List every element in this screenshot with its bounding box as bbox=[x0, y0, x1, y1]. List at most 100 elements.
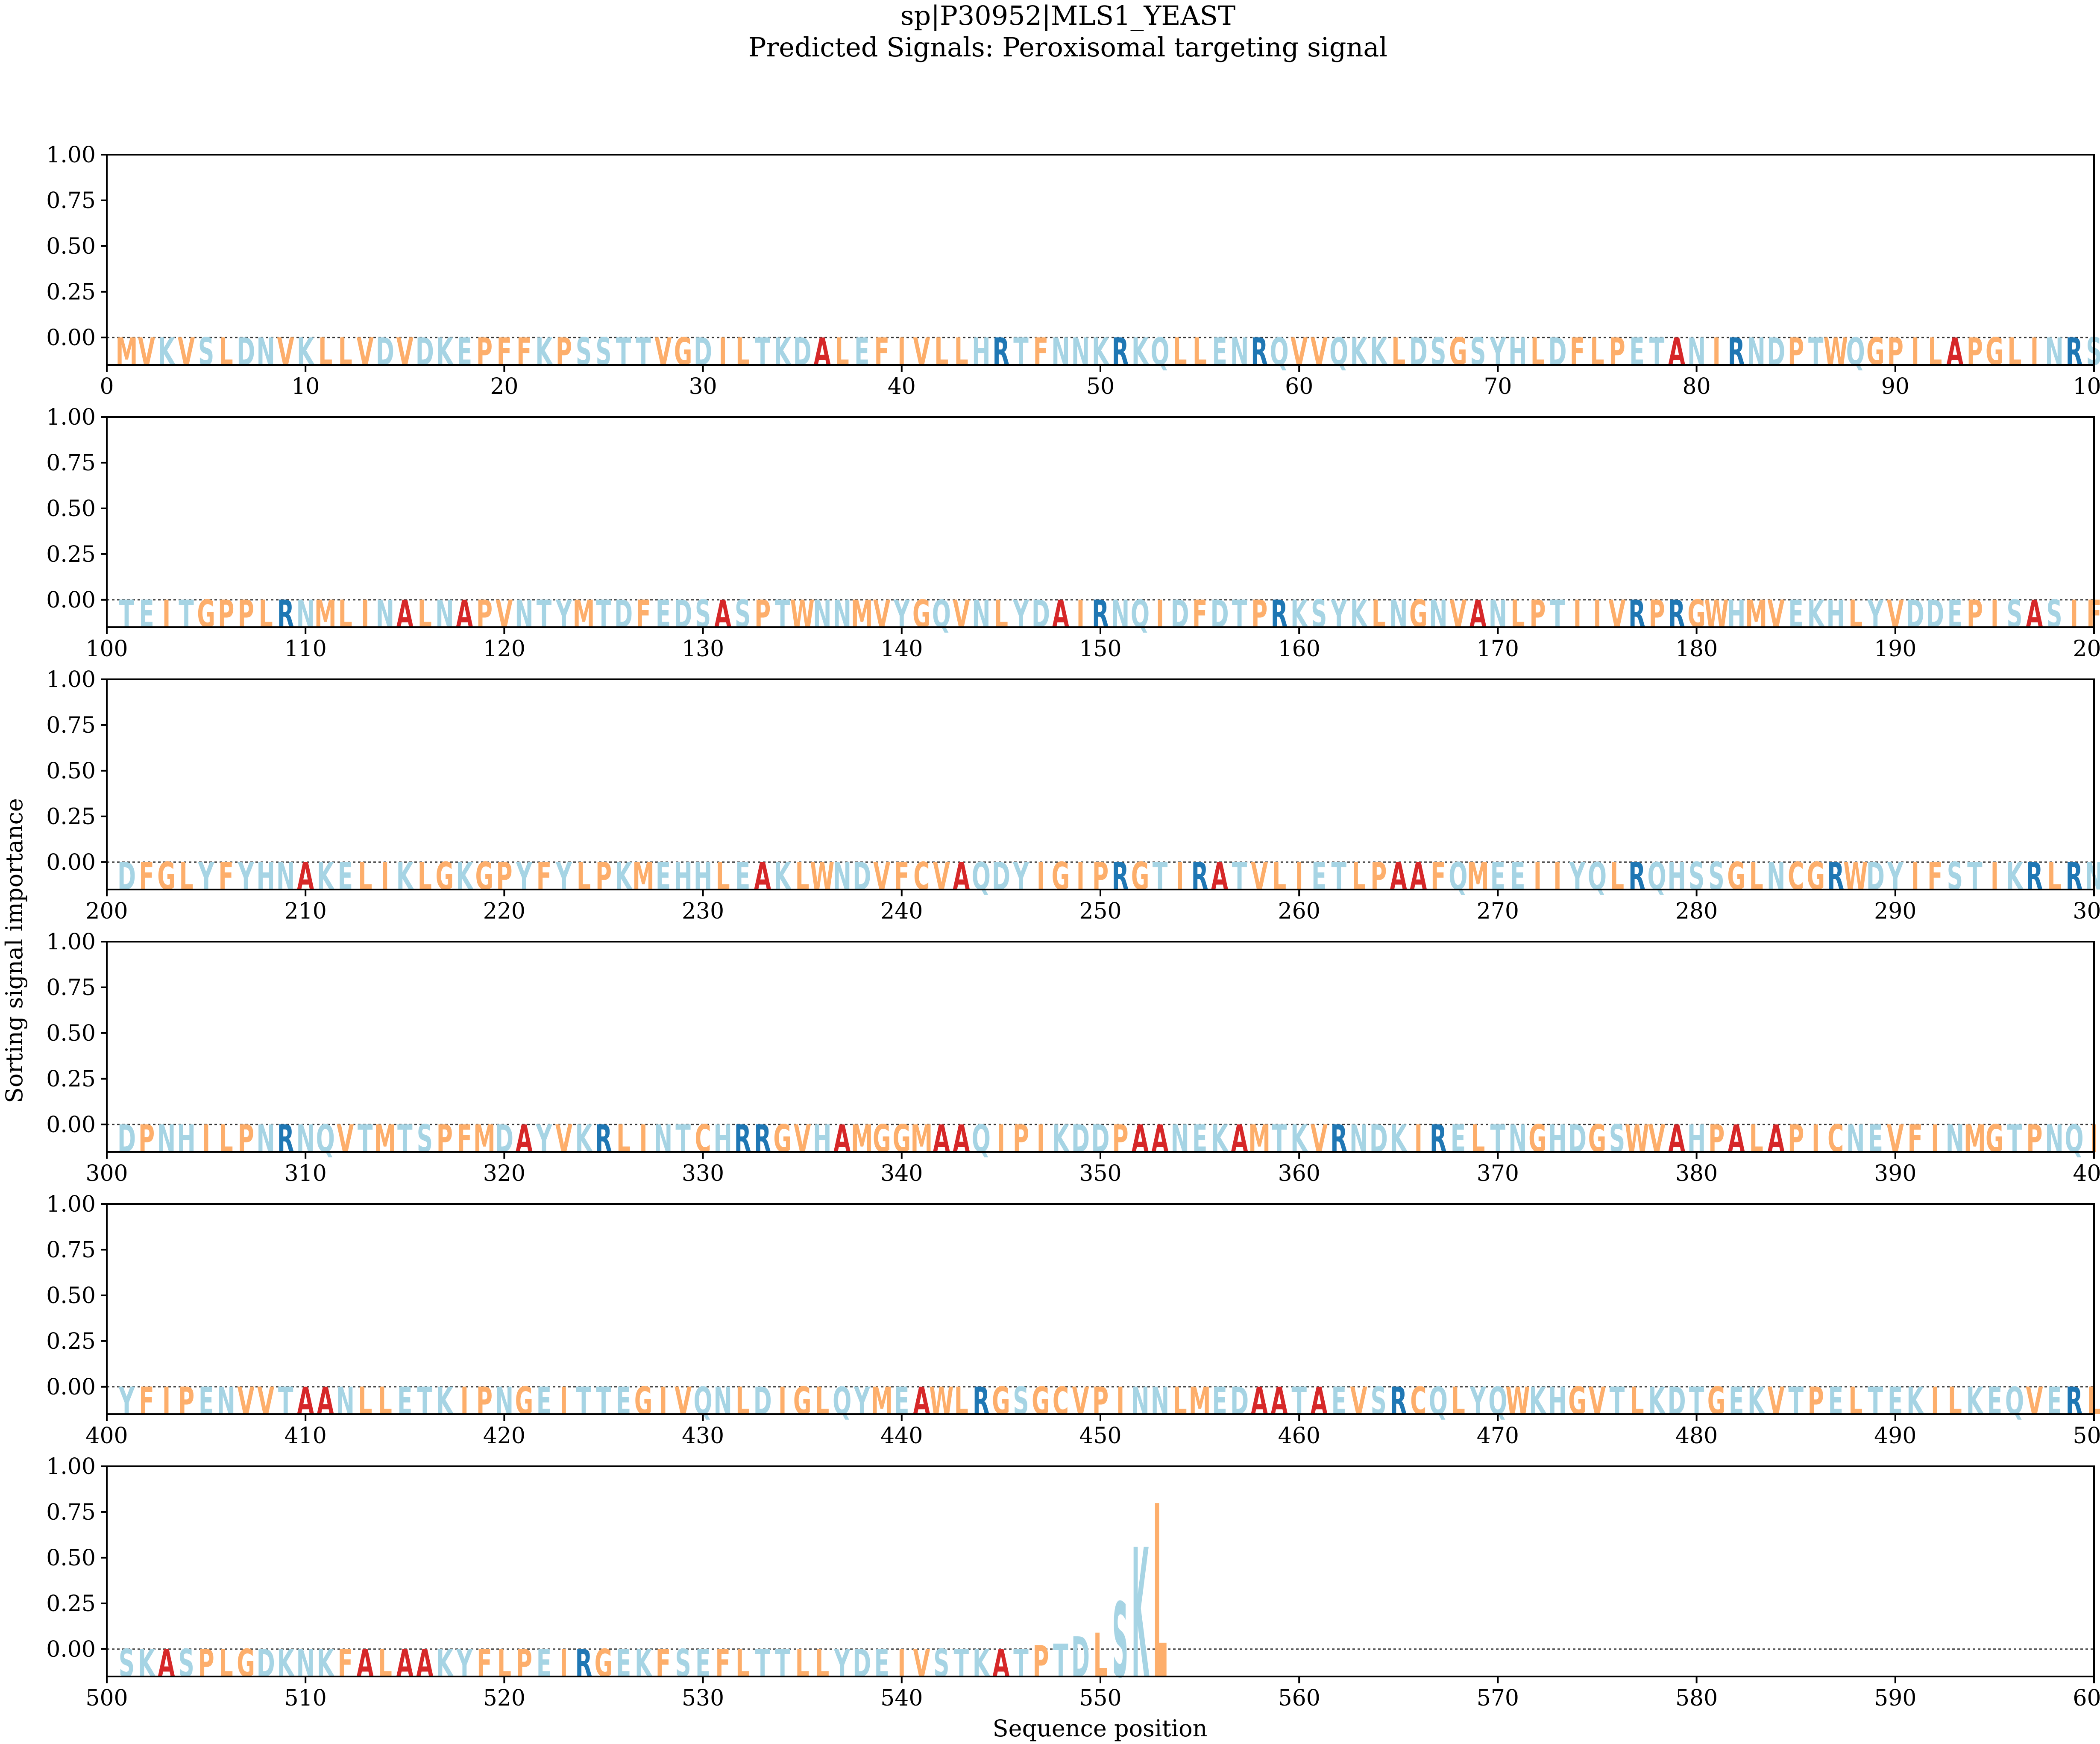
residue-328-N: N bbox=[654, 1118, 673, 1161]
residue-354-N: N bbox=[1170, 1118, 1189, 1161]
residue-14-D: D bbox=[376, 331, 394, 374]
residue-234-K: K bbox=[774, 855, 792, 899]
residue-377-W: W bbox=[1625, 1118, 1649, 1161]
residue-361-V: V bbox=[1311, 1118, 1328, 1161]
residue-293-S: S bbox=[1947, 855, 1963, 899]
residue-335-V: V bbox=[794, 1118, 811, 1161]
residue-366-I: I bbox=[1414, 1118, 1422, 1161]
residue-4-V: V bbox=[178, 331, 195, 374]
residue-162-Y: Y bbox=[1331, 593, 1347, 637]
x-tick-label: 360 bbox=[1278, 1161, 1320, 1186]
residue-5-S: S bbox=[198, 331, 214, 374]
x-tick-label: 420 bbox=[483, 1423, 525, 1449]
residue-536-L: L bbox=[815, 1642, 829, 1686]
residue-3-K: K bbox=[158, 331, 176, 374]
residue-512-F: F bbox=[337, 1642, 353, 1686]
residue-372-G: G bbox=[1528, 1118, 1547, 1161]
residue-542-S: S bbox=[933, 1642, 949, 1686]
residue-345-I: I bbox=[997, 1118, 1005, 1161]
residue-147-D: D bbox=[1032, 593, 1050, 637]
residue-128-E: E bbox=[656, 593, 671, 637]
residue-55-L: L bbox=[1193, 331, 1207, 374]
residue-296-K: K bbox=[2006, 855, 2024, 899]
residue-322-Y: Y bbox=[536, 1118, 552, 1161]
residue-133-P: P bbox=[754, 593, 771, 637]
residue-79-A: A bbox=[1668, 331, 1685, 374]
x-tick-label: 0 bbox=[100, 374, 114, 399]
residue-255-R: R bbox=[1191, 855, 1208, 899]
residue-78-T: T bbox=[1649, 331, 1664, 374]
residue-297-R: R bbox=[2026, 855, 2043, 899]
residue-478-K: K bbox=[1648, 1380, 1666, 1424]
residue-415-E: E bbox=[397, 1380, 413, 1424]
residue-17-K: K bbox=[436, 331, 454, 374]
residue-464-S: S bbox=[1371, 1380, 1387, 1424]
residue-117-N: N bbox=[435, 593, 454, 637]
residue-395-G: G bbox=[1986, 1118, 2004, 1161]
residue-137-N: N bbox=[833, 593, 851, 637]
residue-426-E: E bbox=[616, 1380, 631, 1424]
residue-504-S: S bbox=[178, 1642, 194, 1686]
residue-466-C: C bbox=[1410, 1380, 1426, 1424]
residue-66-D: D bbox=[1409, 331, 1428, 374]
residue-429-V: V bbox=[675, 1380, 692, 1424]
residue-205-Y: Y bbox=[198, 855, 214, 899]
residue-294-T: T bbox=[1967, 855, 1982, 899]
x-tick-label: 300 bbox=[2073, 898, 2100, 924]
x-tick-label: 520 bbox=[483, 1685, 525, 1711]
x-tick-label: 500 bbox=[2073, 1423, 2100, 1449]
residue-357-A: A bbox=[1231, 1118, 1248, 1161]
residue-491-K: K bbox=[1906, 1380, 1924, 1424]
residue-458-A: A bbox=[1251, 1380, 1268, 1424]
x-tick-label: 210 bbox=[284, 898, 327, 924]
residue-457-D: D bbox=[1230, 1380, 1249, 1424]
residue-144-N: N bbox=[972, 593, 991, 637]
residue-404-P: P bbox=[178, 1380, 194, 1424]
residue-74-F: F bbox=[1570, 331, 1585, 374]
residue-241-C: C bbox=[913, 855, 930, 899]
y-tick-label: 0.25 bbox=[46, 1066, 96, 1092]
residue-65-L: L bbox=[1391, 331, 1405, 374]
residue-15-V: V bbox=[396, 331, 414, 374]
x-tick-label: 380 bbox=[1675, 1161, 1718, 1186]
residue-399-Q: Q bbox=[2065, 1118, 2083, 1161]
residue-148-A: A bbox=[1052, 593, 1069, 637]
residue-235-L: L bbox=[795, 855, 809, 899]
residue-219-G: G bbox=[475, 855, 494, 899]
residue-489-T: T bbox=[1868, 1380, 1883, 1424]
residue-82-R: R bbox=[1728, 331, 1745, 374]
residue-456-E: E bbox=[1212, 1380, 1227, 1424]
residue-169-A: A bbox=[1469, 593, 1487, 637]
residue-332-R: R bbox=[734, 1118, 751, 1161]
residue-119-P: P bbox=[476, 593, 493, 637]
residue-474-G: G bbox=[1568, 1380, 1587, 1424]
residue-282-G: G bbox=[1727, 855, 1745, 899]
residue-386-I: I bbox=[1812, 1118, 1820, 1161]
x-tick-label: 180 bbox=[1675, 636, 1718, 662]
residue-393-N: N bbox=[1946, 1118, 1965, 1161]
residue-276-L: L bbox=[1610, 855, 1624, 899]
residue-129-D: D bbox=[674, 593, 692, 637]
residue-336-H: H bbox=[813, 1118, 832, 1161]
residue-77-E: E bbox=[1629, 331, 1645, 374]
residue-286-G: G bbox=[1807, 855, 1825, 899]
residue-433-D: D bbox=[754, 1380, 772, 1424]
residue-141-G: G bbox=[912, 593, 931, 637]
residue-106-P: P bbox=[218, 593, 234, 637]
residue-6-L: L bbox=[219, 331, 233, 374]
x-tick-label: 130 bbox=[682, 636, 724, 662]
residue-358-M: M bbox=[1248, 1118, 1270, 1161]
residue-471-W: W bbox=[1505, 1380, 1530, 1424]
x-tick-label: 10 bbox=[291, 374, 320, 399]
x-tick-label: 110 bbox=[284, 636, 327, 662]
residue-331-H: H bbox=[713, 1118, 732, 1161]
residue-124-M: M bbox=[573, 593, 595, 637]
residue-67-S: S bbox=[1430, 331, 1446, 374]
x-tick-label: 250 bbox=[1079, 898, 1121, 924]
residue-16-D: D bbox=[416, 331, 434, 374]
residue-188-L: L bbox=[1848, 593, 1862, 637]
x-tick-label: 530 bbox=[682, 1685, 724, 1711]
residue-299-R: R bbox=[2065, 855, 2082, 899]
